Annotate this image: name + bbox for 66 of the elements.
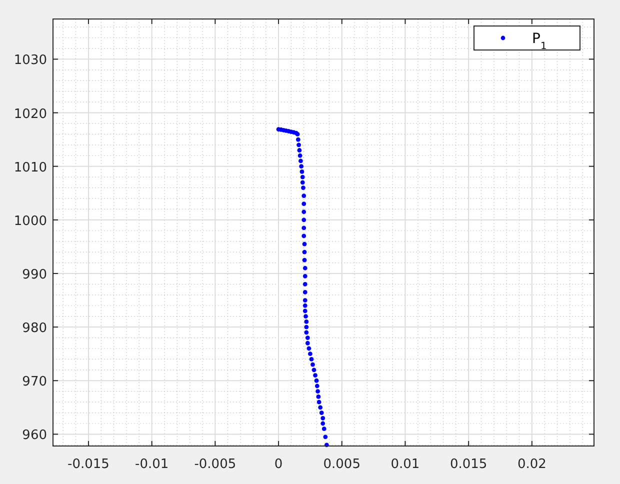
legend-label: P$_{1}$ xyxy=(532,31,547,52)
x-tick-label: 0.01 xyxy=(390,457,420,472)
point xyxy=(323,434,328,440)
point xyxy=(302,258,307,262)
x-tick-label: -0.005 xyxy=(194,457,236,472)
point xyxy=(304,314,308,319)
x-tick-label: 0.005 xyxy=(323,457,360,472)
point xyxy=(302,274,308,278)
point xyxy=(298,158,303,164)
point xyxy=(296,142,301,148)
point xyxy=(314,378,319,383)
point xyxy=(320,421,326,426)
point xyxy=(302,250,307,254)
point xyxy=(308,352,312,356)
point xyxy=(319,410,324,415)
point xyxy=(302,218,306,222)
point xyxy=(302,194,306,198)
point xyxy=(300,169,304,174)
point xyxy=(302,266,308,270)
point xyxy=(302,226,306,230)
point xyxy=(318,405,323,410)
point xyxy=(301,186,306,190)
y-tick-label: 980 xyxy=(22,321,47,336)
point xyxy=(302,282,308,286)
x-tick-label: 0 xyxy=(274,457,283,472)
point xyxy=(302,210,306,214)
point xyxy=(304,320,309,324)
point xyxy=(298,153,302,158)
point xyxy=(313,373,318,378)
point xyxy=(302,298,308,302)
point xyxy=(312,368,316,372)
point xyxy=(316,389,320,394)
point xyxy=(310,362,315,367)
y-tick-label: 990 xyxy=(22,267,47,282)
point xyxy=(302,303,308,308)
y-tick-label: 970 xyxy=(22,374,47,390)
point xyxy=(302,234,306,238)
x-tick-label: -0.015 xyxy=(68,457,110,472)
point xyxy=(304,324,309,330)
x-tick-label: 0.015 xyxy=(450,457,488,472)
y-tick-label: 960 xyxy=(22,428,47,444)
y-tick-label: 1000 xyxy=(14,214,47,229)
x-tick-label: 0.02 xyxy=(517,457,546,472)
point xyxy=(316,394,321,399)
y-tick-label: 1030 xyxy=(14,53,47,68)
point xyxy=(316,400,322,404)
point xyxy=(322,426,326,432)
point xyxy=(300,174,305,180)
x-tick-label: -0.01 xyxy=(135,457,169,472)
point xyxy=(305,336,310,340)
point xyxy=(309,357,314,362)
y-tick-label: 1020 xyxy=(14,106,47,122)
point xyxy=(300,180,305,185)
point xyxy=(302,202,306,206)
point xyxy=(297,148,302,152)
point xyxy=(304,330,309,335)
point xyxy=(314,384,320,388)
point xyxy=(302,290,308,294)
point xyxy=(296,137,300,142)
point xyxy=(299,164,304,169)
point xyxy=(306,346,312,351)
point xyxy=(320,416,326,420)
point xyxy=(305,340,310,346)
point xyxy=(302,242,307,246)
y-tick-label: 1010 xyxy=(14,160,47,176)
point xyxy=(302,308,308,314)
